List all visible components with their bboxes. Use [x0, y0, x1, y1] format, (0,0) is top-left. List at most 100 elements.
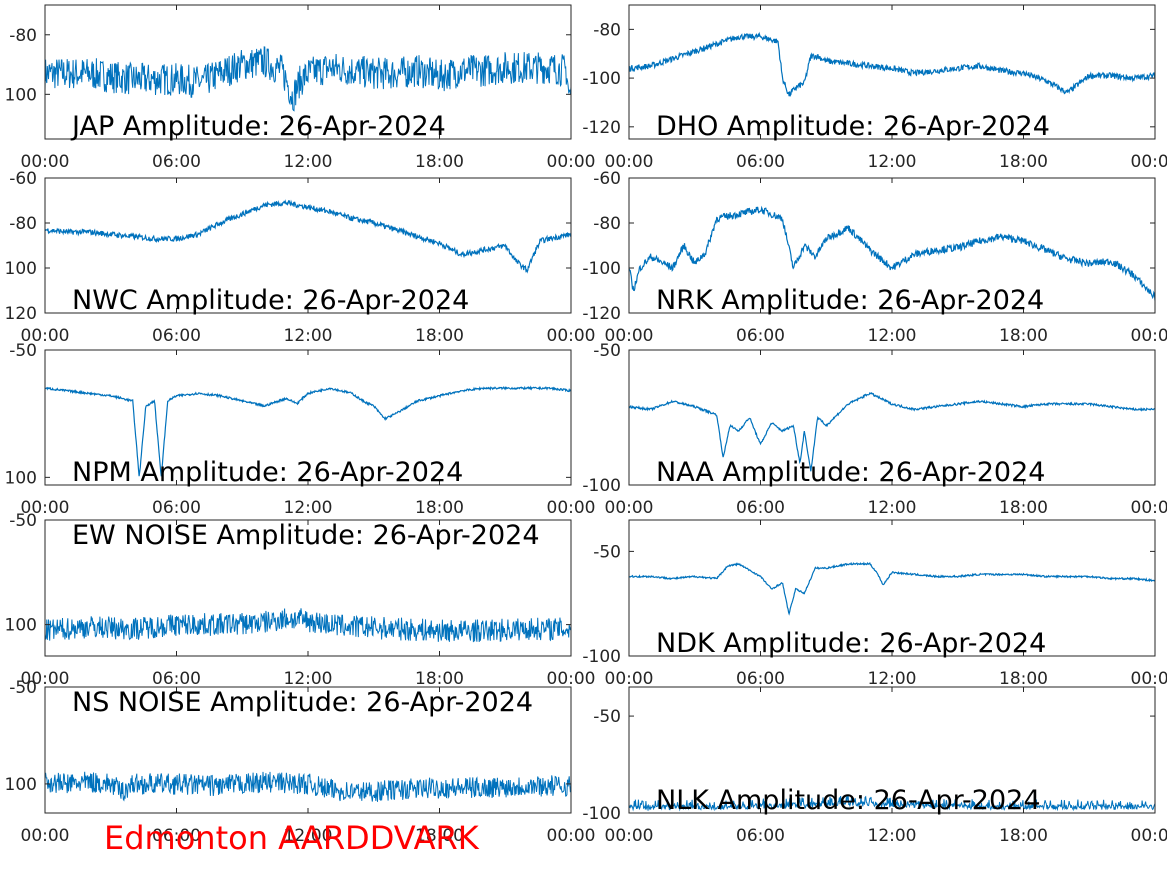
x-tick-label: 18:00 [999, 498, 1048, 518]
panel-title: NAA Amplitude: 26-Apr-2024 [656, 457, 1045, 488]
y-tick-label: -100 [582, 647, 621, 667]
x-tick-label: 00:00 [547, 669, 596, 689]
y-tick-label: -120 [582, 118, 621, 138]
series-line [629, 205, 1155, 301]
y-tick-label: -80 [593, 20, 621, 40]
panel-title: NRK Amplitude: 26-Apr-2024 [656, 285, 1044, 316]
x-tick-label: 12:00 [868, 826, 917, 846]
panel-title: NPM Amplitude: 26-Apr-2024 [72, 457, 463, 488]
panel-title: DHO Amplitude: 26-Apr-2024 [656, 111, 1050, 142]
panel-9: 00:00 06:00 12:00 18:00 00:00 -50 -100 NLK Ampl… [582, 686, 1167, 846]
y-tick-label: -100 [582, 259, 621, 279]
y-tick-label: 100 [5, 85, 37, 105]
y-tick-label: -100 [582, 804, 621, 824]
x-tick-label: 18:00 [999, 152, 1048, 172]
x-tick-label: 12:00 [284, 326, 333, 346]
x-tick-label: 06:00 [152, 669, 201, 689]
series-line [45, 385, 571, 477]
x-tick-label: 00:00 [1131, 152, 1167, 172]
y-tick-label: -80 [9, 214, 37, 234]
x-tick-label: 12:00 [284, 152, 333, 172]
y-tick-label: 100 [5, 468, 37, 488]
x-tick-label: 00:00 [547, 152, 596, 172]
y-tick-label: 120 [5, 304, 37, 324]
x-tick-label: 18:00 [415, 152, 464, 172]
x-tick-label: 18:00 [999, 326, 1048, 346]
y-tick-label: -80 [9, 26, 37, 46]
x-tick-label: 18:00 [415, 826, 464, 846]
x-tick-label: 18:00 [415, 326, 464, 346]
x-tick-label: 00:00 [21, 326, 70, 346]
x-tick-label: 06:00 [152, 498, 201, 518]
panel-2: 00:00 06:00 12:00 18:00 00:00 -60 -80 100 120 NWC… [5, 169, 596, 346]
y-tick-label: 100 [5, 775, 37, 795]
x-tick-label: 00:00 [605, 826, 654, 846]
y-tick-label: -50 [9, 511, 37, 531]
x-tick-label: 12:00 [868, 669, 917, 689]
panel-title: NDK Amplitude: 26-Apr-2024 [656, 628, 1046, 659]
panel-3: 00:00 06:00 12:00 18:00 00:00 -60 -80 -100 -120 N… [582, 169, 1167, 346]
series-line [45, 771, 571, 802]
x-tick-label: 00:00 [1131, 498, 1167, 518]
panel-title: JAP Amplitude: 26-Apr-2024 [70, 111, 446, 142]
y-tick-label: -60 [593, 169, 621, 189]
y-tick-label: -80 [593, 214, 621, 234]
panel-6: 00:00 06:00 12:00 18:00 00:00 -50 100 EW NOISE … [5, 511, 596, 689]
series-line [629, 795, 1155, 812]
x-tick-label: 06:00 [152, 326, 201, 346]
y-tick-label: -100 [582, 69, 621, 89]
panel-title: NWC Amplitude: 26-Apr-2024 [72, 285, 469, 316]
panel-5: 00:00 06:00 12:00 18:00 00:00 -50 -100 NAA Ampl… [582, 341, 1167, 518]
x-tick-label: 06:00 [736, 826, 785, 846]
x-tick-label: 18:00 [415, 669, 464, 689]
series-line [629, 561, 1155, 616]
y-tick-label: -120 [582, 304, 621, 324]
x-tick-label: 00:00 [21, 826, 70, 846]
y-tick-label: -100 [582, 476, 621, 496]
x-tick-label: 00:00 [1131, 826, 1167, 846]
footer-label: Edmonton AARDDVARK [104, 819, 479, 857]
x-tick-label: 00:00 [1131, 326, 1167, 346]
y-tick-label: 100 [5, 616, 37, 636]
panel-7: 00:00 06:00 12:00 18:00 00:00 -50 -100 NDK Ampl… [582, 519, 1167, 689]
panel-1: 00:00 06:00 12:00 18:00 00:00 -80 -100 -120 DHO … [582, 4, 1167, 172]
x-tick-label: 12:00 [284, 669, 333, 689]
panel-4: 00:00 06:00 12:00 18:00 00:00 -50 100 NPM Ampli… [5, 341, 596, 518]
x-tick-label: 00:00 [547, 498, 596, 518]
series-line [629, 31, 1155, 98]
y-tick-label: 100 [5, 259, 37, 279]
y-tick-label: -50 [593, 707, 621, 727]
series-line [629, 392, 1155, 472]
x-tick-label: 00:00 [547, 826, 596, 846]
y-tick-label: -50 [593, 542, 621, 562]
x-tick-label: 12:00 [868, 326, 917, 346]
y-tick-label: -60 [9, 169, 37, 189]
x-tick-label: 00:00 [547, 326, 596, 346]
series-line [45, 199, 571, 274]
x-tick-label: 18:00 [999, 826, 1048, 846]
x-tick-label: 00:00 [605, 152, 654, 172]
x-tick-label: 00:00 [605, 326, 654, 346]
x-tick-label: 00:00 [21, 669, 70, 689]
x-tick-label: 06:00 [152, 826, 201, 846]
x-tick-label: 12:00 [284, 498, 333, 518]
x-tick-label: 18:00 [415, 498, 464, 518]
panel-title: NLK Amplitude: 26-Apr-2024 [656, 785, 1041, 816]
x-tick-label: 06:00 [736, 152, 785, 172]
series-line [45, 608, 571, 643]
x-tick-label: 00:00 [605, 498, 654, 518]
panel-0: 00:00 06:00 12:00 18:00 00:00 -80 100 JAP Ampli… [5, 4, 596, 172]
x-tick-label: 06:00 [736, 326, 785, 346]
x-tick-label: 06:00 [152, 152, 201, 172]
x-tick-label: 18:00 [999, 669, 1048, 689]
x-tick-label: 12:00 [868, 152, 917, 172]
x-tick-label: 00:00 [21, 498, 70, 518]
y-tick-label: -50 [593, 341, 621, 361]
panel-title: EW NOISE Amplitude: 26-Apr-2024 [72, 520, 540, 551]
x-tick-label: 12:00 [868, 498, 917, 518]
panel-title: NS NOISE Amplitude: 26-Apr-2024 [72, 687, 533, 718]
x-tick-label: 12:00 [284, 826, 333, 846]
y-tick-label: -50 [9, 678, 37, 698]
series-line [45, 46, 571, 112]
